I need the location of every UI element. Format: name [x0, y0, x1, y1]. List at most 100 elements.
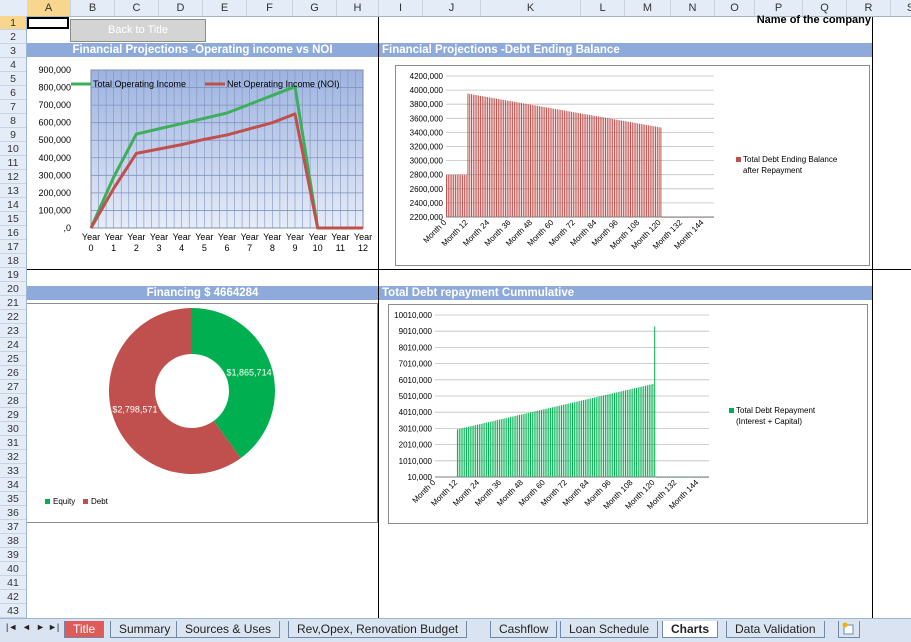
column-header-a[interactable]: A: [27, 0, 71, 16]
row-header-34[interactable]: 34: [0, 478, 26, 492]
sheet-tab-sources-uses[interactable]: Sources & Uses: [176, 621, 281, 638]
sheet-tab-charts[interactable]: Charts: [662, 621, 719, 638]
row-header-6[interactable]: 6: [0, 86, 26, 100]
debt-balance-bar-chart[interactable]: 4200,000 4000,000 3800,000 3600,000 3400,000…: [396, 66, 869, 265]
row-header-17[interactable]: 17: [0, 240, 26, 254]
row-header-36[interactable]: 36: [0, 506, 26, 520]
row-header-43[interactable]: 43: [0, 604, 26, 618]
row-header-9[interactable]: 9: [0, 128, 26, 142]
row-header-15[interactable]: 15: [0, 212, 26, 226]
debt-bar: [458, 174, 460, 217]
noi-line-chart[interactable]: 900,000 800,000 700,000 600,000 500,000 400,0…: [27, 58, 378, 260]
column-header-l[interactable]: L: [581, 0, 625, 16]
row-header-30[interactable]: 30: [0, 422, 26, 436]
sheet-grid[interactable]: [27, 17, 911, 618]
row-header-23[interactable]: 23: [0, 324, 26, 338]
column-header-n[interactable]: N: [671, 0, 715, 16]
active-cell-a1[interactable]: [27, 17, 69, 29]
noi-x-tick-label-word: Year: [263, 232, 281, 242]
sheet-tab-data-validation[interactable]: Data Validation: [726, 621, 825, 638]
debt-legend-label: after Repayment: [743, 166, 803, 175]
column-header-e[interactable]: E: [203, 0, 247, 16]
financing-donut-chart[interactable]: $1,865,714 $2,798,571 Equity Debt: [27, 304, 377, 522]
row-header-14[interactable]: 14: [0, 198, 26, 212]
column-header-b[interactable]: B: [71, 0, 115, 16]
debt-balance-chart-frame: 4200,000 4000,000 3800,000 3600,000 3400,000…: [395, 65, 870, 266]
column-header-j[interactable]: J: [423, 0, 481, 16]
row-header-13[interactable]: 13: [0, 184, 26, 198]
column-header-k[interactable]: K: [481, 0, 581, 16]
row-header-21[interactable]: 21: [0, 296, 26, 310]
row-header-40[interactable]: 40: [0, 562, 26, 576]
last-sheet-arrow-icon[interactable]: ►|: [48, 622, 60, 632]
first-sheet-arrow-icon[interactable]: |◄: [6, 622, 18, 632]
new-sheet-tab[interactable]: [838, 621, 860, 638]
debt-bar: [546, 107, 548, 217]
repayment-bar: [478, 424, 480, 477]
row-header-32[interactable]: 32: [0, 450, 26, 464]
row-header-3[interactable]: 3: [0, 44, 26, 58]
row-header-2[interactable]: 2: [0, 30, 26, 44]
row-header-1[interactable]: 1: [0, 16, 26, 30]
row-header-25[interactable]: 25: [0, 352, 26, 366]
column-header-s[interactable]: S: [891, 0, 911, 16]
debt-bar: [542, 106, 544, 217]
row-header-24[interactable]: 24: [0, 338, 26, 352]
row-header-19[interactable]: 19: [0, 268, 26, 282]
repayment-bar-chart[interactable]: 10010,000 9010,000 8010,000 7010,000 6010,00…: [389, 305, 867, 523]
row-header-41[interactable]: 41: [0, 576, 26, 590]
debt-bar: [549, 108, 551, 217]
row-header-37[interactable]: 37: [0, 520, 26, 534]
next-sheet-arrow-icon[interactable]: ►: [36, 622, 45, 632]
row-header-7[interactable]: 7: [0, 100, 26, 114]
debt-bar: [606, 118, 608, 217]
column-header-r[interactable]: R: [847, 0, 891, 16]
debt-y-tick-label: 3800,000: [410, 100, 444, 109]
row-header-27[interactable]: 27: [0, 380, 26, 394]
row-header-28[interactable]: 28: [0, 394, 26, 408]
sheet-tab-cashflow[interactable]: Cashflow: [490, 621, 558, 638]
row-header-35[interactable]: 35: [0, 492, 26, 506]
repayment-bar: [520, 414, 522, 477]
repayment-y-tick-label: 2010,000: [399, 441, 433, 450]
repayment-y-tick-label: 10,000: [408, 473, 433, 482]
sheet-tab-rev-opex-renovation-budget[interactable]: Rev,Opex, Renovation Budget: [288, 621, 468, 638]
repayment-bar: [582, 400, 584, 477]
column-header-m[interactable]: M: [625, 0, 671, 16]
sheet-tab-loan-schedule[interactable]: Loan Schedule: [560, 621, 659, 638]
row-header-5[interactable]: 5: [0, 72, 26, 86]
row-header-16[interactable]: 16: [0, 226, 26, 240]
column-header-p[interactable]: P: [755, 0, 803, 16]
row-header-20[interactable]: 20: [0, 282, 26, 296]
row-header-39[interactable]: 39: [0, 548, 26, 562]
column-header-h[interactable]: H: [337, 0, 379, 16]
row-header-22[interactable]: 22: [0, 310, 26, 324]
back-to-title-button[interactable]: Back to Title: [70, 19, 206, 42]
column-header-c[interactable]: C: [115, 0, 159, 16]
prev-sheet-arrow-icon[interactable]: ◄: [22, 622, 31, 632]
column-header-d[interactable]: D: [159, 0, 203, 16]
debt-bar: [463, 174, 465, 217]
sheet-tab-title[interactable]: Title: [64, 621, 105, 638]
column-header-g[interactable]: G: [293, 0, 337, 16]
row-header-42[interactable]: 42: [0, 590, 26, 604]
row-header-12[interactable]: 12: [0, 170, 26, 184]
row-header-8[interactable]: 8: [0, 114, 26, 128]
repayment-legend-swatch: [729, 408, 734, 413]
row-header-11[interactable]: 11: [0, 156, 26, 170]
row-header-10[interactable]: 10: [0, 142, 26, 156]
row-header-33[interactable]: 33: [0, 464, 26, 478]
row-header-4[interactable]: 4: [0, 58, 26, 72]
row-header-29[interactable]: 29: [0, 408, 26, 422]
row-header-18[interactable]: 18: [0, 254, 26, 268]
column-header-i[interactable]: I: [379, 0, 423, 16]
column-header-f[interactable]: F: [247, 0, 293, 16]
row-header-26[interactable]: 26: [0, 366, 26, 380]
sheet-tab-summary[interactable]: Summary: [110, 621, 180, 638]
row-header-38[interactable]: 38: [0, 534, 26, 548]
column-header-q[interactable]: Q: [803, 0, 847, 16]
noi-x-tick-label-word: Year: [150, 232, 168, 242]
column-header-o[interactable]: O: [715, 0, 755, 16]
donut-legend-swatch-equity: [45, 499, 50, 504]
row-header-31[interactable]: 31: [0, 436, 26, 450]
